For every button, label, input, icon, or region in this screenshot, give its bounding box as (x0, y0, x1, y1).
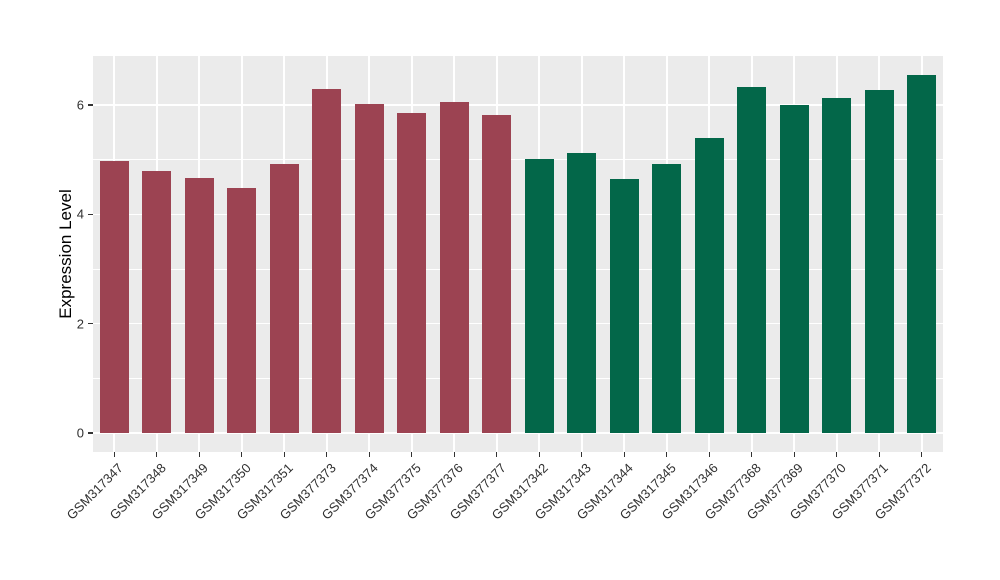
x-tick (496, 452, 498, 457)
x-tick (751, 452, 753, 457)
x-tick (708, 452, 710, 457)
bar-GSM317343 (567, 152, 597, 433)
major-gridline (93, 213, 943, 216)
x-tick (241, 452, 243, 457)
x-tick (198, 452, 200, 457)
x-tick (283, 452, 285, 457)
bar-GSM377369 (779, 105, 809, 433)
y-tick-label: 0 (76, 425, 84, 441)
x-tick (368, 452, 370, 457)
bar-GSM377377 (482, 114, 512, 433)
x-tick (156, 452, 158, 457)
bar-GSM317350 (227, 187, 257, 433)
bar-GSM377374 (354, 104, 384, 433)
x-tick (113, 452, 115, 457)
major-gridline (93, 322, 943, 325)
plot-panel (93, 56, 943, 452)
bar-GSM317345 (652, 163, 682, 433)
minor-gridline (93, 159, 943, 161)
bar-GSM377371 (864, 90, 894, 433)
major-gridline (93, 432, 943, 434)
bar-GSM377368 (737, 87, 767, 433)
x-tick (623, 452, 625, 457)
x-tick (453, 452, 455, 457)
bar-GSM317344 (609, 179, 639, 433)
x-tick (411, 452, 413, 457)
bar-GSM377376 (439, 101, 469, 433)
x-tick (326, 452, 328, 457)
y-tick (88, 213, 93, 216)
y-tick-label: 2 (76, 316, 84, 332)
y-tick (88, 322, 93, 325)
bar-GSM377373 (312, 89, 342, 433)
x-tick (581, 452, 583, 457)
x-tick (921, 452, 923, 457)
minor-gridline (93, 268, 943, 270)
y-tick (88, 432, 93, 434)
bar-GSM377375 (397, 113, 427, 433)
bar-GSM317346 (694, 138, 724, 433)
y-tick-label: 4 (76, 206, 84, 222)
bar-GSM317349 (184, 178, 214, 433)
x-tick (538, 452, 540, 457)
y-tick-label: 6 (76, 97, 84, 113)
bar-GSM377370 (822, 98, 852, 433)
y-tick (88, 104, 93, 106)
bar-GSM317342 (524, 158, 554, 433)
x-tick (666, 452, 668, 457)
bar-GSM317347 (99, 160, 129, 433)
bar-GSM317348 (142, 171, 172, 433)
x-tick (836, 452, 838, 457)
minor-gridline (93, 377, 943, 379)
bar-GSM317351 (269, 164, 299, 433)
major-gridline (93, 104, 943, 106)
x-tick (878, 452, 880, 457)
bar-GSM377372 (907, 75, 937, 433)
x-tick (793, 452, 795, 457)
